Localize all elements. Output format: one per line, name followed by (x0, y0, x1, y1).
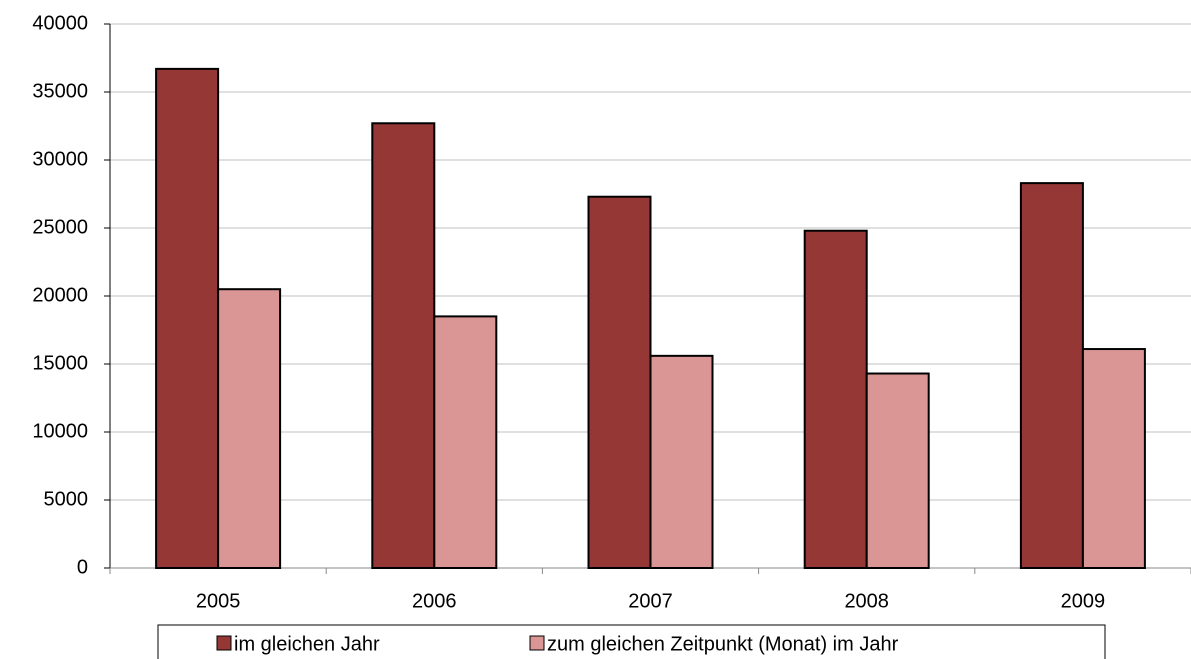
bar (803, 229, 868, 569)
y-tick-label: 0 (77, 556, 88, 578)
y-tick-label: 40000 (32, 12, 88, 34)
bar (1019, 182, 1084, 569)
y-tick-label: 5000 (44, 488, 89, 510)
bar (371, 122, 436, 569)
bar (587, 195, 652, 569)
y-tick-label: 20000 (32, 284, 88, 306)
x-tick-label: 2007 (628, 590, 673, 612)
bar (433, 315, 498, 569)
y-tick-label: 10000 (32, 420, 88, 442)
y-tick-label: 35000 (32, 80, 88, 102)
y-tick-label: 15000 (32, 352, 88, 374)
x-tick-label: 2008 (844, 590, 889, 612)
legend-label: zum gleichen Zeitpunkt (Monat) im Jahr (547, 633, 899, 655)
legend-swatch (529, 635, 545, 651)
x-tick-label: 2005 (196, 590, 241, 612)
bar (865, 372, 930, 569)
bar (1081, 348, 1146, 570)
legend-swatch (216, 635, 232, 651)
legend-label: im gleichen Jahr (234, 633, 380, 655)
bar (649, 354, 714, 569)
bar (217, 288, 282, 569)
x-tick-label: 2006 (412, 590, 457, 612)
legend-box (157, 624, 1106, 659)
y-tick-label: 30000 (32, 148, 88, 170)
y-tick-label: 25000 (32, 216, 88, 238)
x-tick-label: 2009 (1061, 590, 1106, 612)
bar (155, 67, 220, 569)
